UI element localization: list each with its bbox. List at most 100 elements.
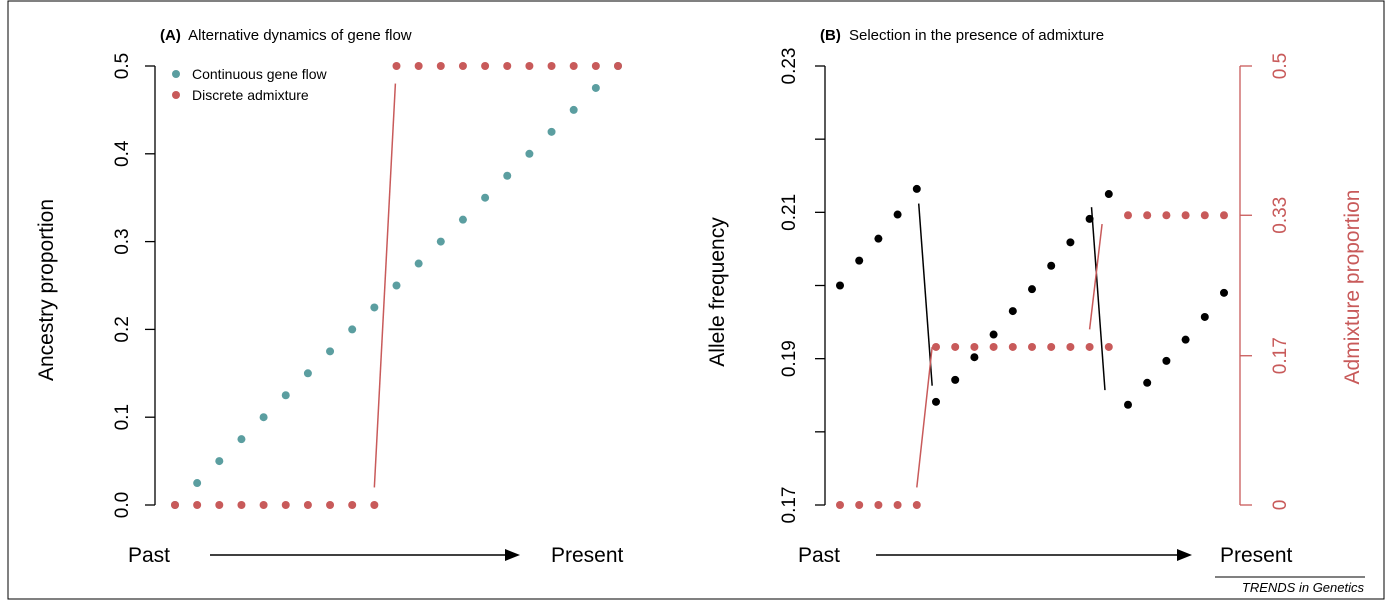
allele-frequency-point (1047, 261, 1056, 270)
continuous-gene-flow-point (414, 259, 423, 268)
left-y-tick-label: 0.19 (779, 340, 800, 377)
allele-frequency-point (951, 375, 960, 384)
panel-a: (A) Alternative dynamics of gene flow 0.… (35, 27, 624, 567)
admixture-proportion-point (989, 342, 998, 351)
panel-a-x-label-past: Past (128, 544, 170, 567)
admixture-proportion-point (912, 501, 921, 509)
y-tick-label: 0.0 (112, 492, 133, 518)
allele-frequency-point (912, 184, 921, 193)
admixture-proportion-point (893, 501, 902, 509)
allele-frequency-point (1008, 307, 1017, 316)
legend-label-continuous: Continuous gene flow (192, 66, 328, 82)
y-tick-label: 0.3 (112, 228, 133, 254)
allele-frequency-point (1124, 400, 1132, 409)
continuous-gene-flow-point (348, 325, 357, 334)
continuous-gene-flow-point (481, 193, 490, 202)
continuous-gene-flow-point (392, 281, 401, 290)
continuous-gene-flow-point (370, 303, 379, 312)
allele-frequency-point (1066, 238, 1075, 247)
figure-frame (7, 0, 1385, 600)
left-y-tick-label: 0.21 (779, 194, 800, 231)
panel-a-title-tag: (A) (160, 27, 181, 44)
panel-a-title-text: Alternative dynamics of gene flow (188, 27, 412, 44)
discrete-admixture-point (392, 62, 401, 70)
continuous-gene-flow-point (303, 369, 312, 378)
panel-a-points (171, 62, 622, 509)
admixture-proportion-point (1047, 342, 1056, 351)
panel-b-points (836, 184, 1228, 509)
transition-line (1088, 223, 1103, 330)
allele-frequency-point (970, 353, 979, 362)
discrete-admixture-point (348, 501, 357, 509)
discrete-admixture-point (215, 501, 224, 509)
allele-frequency-point (989, 330, 998, 339)
transition-line (373, 83, 397, 488)
admixture-proportion-point (932, 342, 940, 351)
continuous-gene-flow-point (281, 391, 290, 400)
allele-frequency-point (874, 234, 883, 243)
admixture-proportion-point (1220, 211, 1228, 220)
admixture-proportion-point (1181, 211, 1190, 220)
discrete-admixture-point (525, 62, 534, 70)
admixture-proportion-point (951, 342, 960, 351)
allele-frequency-point (1085, 214, 1094, 223)
transition-line (1090, 207, 1106, 391)
y-tick-label: 0.2 (112, 316, 133, 342)
panel-b-left-y-label: Allele frequency (706, 217, 729, 367)
panel-b-title-text: Selection in the presence of admixture (849, 27, 1104, 44)
admixture-proportion-point (1085, 342, 1094, 351)
panel-b-time-arrow-head (1177, 549, 1192, 561)
continuous-gene-flow-point (569, 105, 578, 114)
admixture-proportion-point (836, 501, 844, 509)
discrete-admixture-point (591, 62, 600, 70)
transition-line (916, 346, 933, 488)
panel-a-title: (A) Alternative dynamics of gene flow (160, 27, 412, 44)
footer-journal: TRENDS in Genetics (1242, 580, 1365, 595)
allele-frequency-point (932, 397, 940, 406)
legend-label-discrete: Discrete admixture (192, 87, 309, 103)
allele-frequency-point (836, 281, 844, 290)
admixture-proportion-point (1066, 342, 1075, 351)
panel-b-x-label-past: Past (798, 544, 840, 567)
admixture-proportion-point (1143, 211, 1152, 220)
panel-b: (B) Selection in the presence of admixtu… (706, 27, 1364, 567)
admixture-proportion-point (874, 501, 883, 509)
allele-frequency-point (1028, 285, 1036, 294)
continuous-gene-flow-point (237, 435, 246, 444)
discrete-admixture-point (414, 62, 423, 70)
panel-a-x-label-present: Present (551, 544, 624, 567)
right-y-tick-label: 0.5 (1270, 53, 1291, 79)
admixture-proportion-point (1104, 342, 1113, 351)
legend-marker-continuous (172, 70, 180, 78)
allele-frequency-point (855, 256, 864, 265)
panel-b-right-y-ticks: 0 0.17 0.33 0.5 (1240, 53, 1291, 510)
discrete-admixture-point (370, 501, 379, 509)
y-tick-label: 0.4 (112, 140, 133, 167)
transition-line (917, 203, 933, 386)
discrete-admixture-point (281, 501, 290, 509)
discrete-admixture-point (237, 501, 246, 509)
allele-frequency-point (1200, 312, 1209, 321)
panel-a-time-arrow-head (505, 549, 520, 561)
discrete-admixture-point (547, 62, 556, 70)
y-tick-label: 0.1 (112, 404, 133, 430)
discrete-admixture-point (569, 62, 578, 70)
admixture-proportion-point (1124, 211, 1132, 220)
continuous-gene-flow-point (503, 171, 512, 180)
discrete-admixture-point (303, 501, 312, 509)
left-y-tick-label: 0.17 (779, 487, 800, 524)
continuous-gene-flow-point (547, 127, 556, 136)
panel-b-title-tag: (B) (820, 27, 841, 44)
discrete-admixture-point (614, 62, 622, 70)
right-y-tick-label: 0.17 (1270, 337, 1291, 374)
discrete-admixture-point (458, 62, 467, 70)
discrete-admixture-point (481, 62, 490, 70)
continuous-gene-flow-point (326, 347, 335, 356)
admixture-proportion-point (970, 342, 979, 351)
left-y-tick-label: 0.23 (779, 48, 800, 85)
legend-marker-discrete (172, 91, 180, 99)
discrete-admixture-point (193, 501, 202, 509)
panel-b-x-label-present: Present (1220, 544, 1293, 567)
